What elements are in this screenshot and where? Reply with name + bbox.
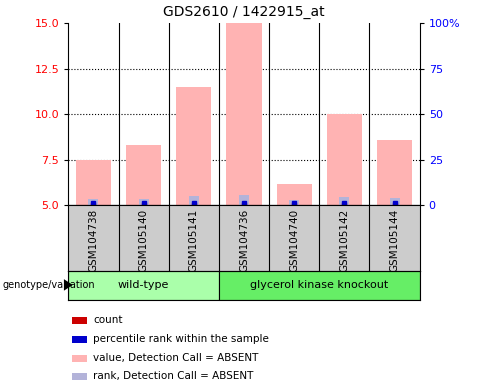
Bar xyxy=(226,23,262,205)
Text: GSM105141: GSM105141 xyxy=(189,209,199,272)
Bar xyxy=(72,336,87,343)
FancyBboxPatch shape xyxy=(68,271,219,300)
Bar xyxy=(327,114,362,205)
Text: GSM105140: GSM105140 xyxy=(139,209,149,272)
Polygon shape xyxy=(64,279,73,291)
Bar xyxy=(389,198,400,205)
Bar xyxy=(139,199,148,205)
Bar xyxy=(72,372,87,380)
Bar xyxy=(277,184,312,205)
Bar xyxy=(340,197,349,205)
Bar xyxy=(76,160,111,205)
Text: genotype/variation: genotype/variation xyxy=(2,280,95,290)
Bar xyxy=(289,200,299,205)
Text: GSM105144: GSM105144 xyxy=(389,209,400,272)
Text: value, Detection Call = ABSENT: value, Detection Call = ABSENT xyxy=(93,353,258,363)
Text: percentile rank within the sample: percentile rank within the sample xyxy=(93,334,269,344)
Text: rank, Detection Call = ABSENT: rank, Detection Call = ABSENT xyxy=(93,371,253,381)
Bar xyxy=(176,87,211,205)
Text: GSM104736: GSM104736 xyxy=(239,209,249,272)
Bar xyxy=(239,195,249,205)
Text: GSM105142: GSM105142 xyxy=(339,209,349,272)
Text: glycerol kinase knockout: glycerol kinase knockout xyxy=(250,280,388,290)
Bar xyxy=(189,196,199,205)
Text: GSM104738: GSM104738 xyxy=(88,209,99,272)
Bar xyxy=(88,199,99,205)
FancyBboxPatch shape xyxy=(219,271,420,300)
Bar xyxy=(72,317,87,324)
Text: count: count xyxy=(93,315,122,325)
Text: wild-type: wild-type xyxy=(118,280,169,290)
Title: GDS2610 / 1422915_at: GDS2610 / 1422915_at xyxy=(163,5,325,19)
Text: GSM104740: GSM104740 xyxy=(289,209,299,272)
Bar xyxy=(72,354,87,362)
Bar xyxy=(377,140,412,205)
Bar xyxy=(126,145,161,205)
